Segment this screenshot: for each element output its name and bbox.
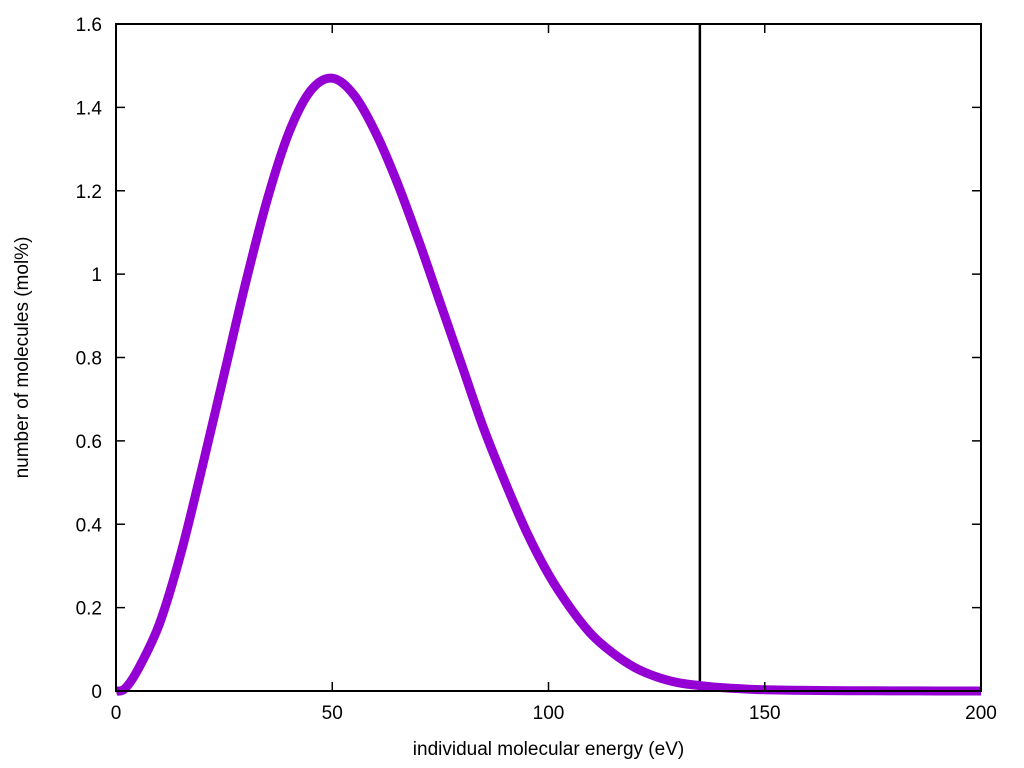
- data-point: [569, 607, 571, 609]
- data-point: [483, 427, 485, 429]
- y-tick-label: 0.6: [76, 432, 102, 453]
- data-point: [124, 688, 126, 690]
- data-point: [677, 682, 679, 684]
- data-point: [396, 181, 398, 184]
- x-axis-title: individual molecular energy (eV): [413, 739, 684, 760]
- y-tick-label: 0.4: [76, 515, 103, 536]
- y-tick-label: 1: [91, 265, 102, 286]
- data-point: [418, 240, 420, 242]
- data-point: [353, 94, 355, 96]
- data-point: [720, 687, 723, 689]
- data-point: [439, 302, 441, 304]
- data-point: [331, 77, 333, 79]
- data-point: [504, 481, 506, 484]
- x-tick-label: 0: [111, 703, 122, 724]
- y-tick-label: 0: [91, 682, 102, 703]
- data-point: [656, 676, 658, 678]
- x-tick-label: 100: [533, 703, 565, 724]
- y-axis-title: number of molecules (mol%): [12, 237, 33, 479]
- data-point: [180, 552, 182, 555]
- data-point: [591, 634, 593, 636]
- data-point: [310, 90, 312, 92]
- data-point: [374, 131, 377, 133]
- x-tick-label: 150: [749, 703, 781, 724]
- data-point: [547, 573, 550, 575]
- y-tick-label: 0.8: [76, 349, 102, 370]
- data-point: [742, 688, 744, 690]
- data-point: [699, 684, 701, 687]
- data-point: [137, 669, 139, 671]
- data-point: [266, 198, 268, 200]
- data-point: [201, 465, 204, 467]
- data-point: [245, 281, 247, 284]
- data-point: [526, 531, 528, 534]
- data-point: [612, 652, 614, 655]
- data-point: [223, 373, 225, 375]
- y-tick-label: 1.2: [76, 182, 102, 203]
- axis-ticks: 0 50 100 150 200 0 0.2 0.4 0.6 0.8 1 1.2 1.4 1.6: [76, 15, 997, 724]
- x-tick-label: 200: [965, 703, 997, 724]
- y-tick-label: 1.4: [76, 98, 103, 119]
- data-point: [158, 623, 160, 625]
- plot-frame: [115, 23, 982, 692]
- y-tick-label: 0.2: [76, 599, 102, 620]
- x-tick-label: 50: [322, 703, 343, 724]
- data-point: [461, 365, 463, 367]
- data-point: [288, 131, 290, 133]
- series-line: [114, 73, 982, 696]
- plot-area: [114, 24, 982, 696]
- y-tick-label: 1.6: [76, 15, 102, 36]
- data-point: [634, 667, 636, 669]
